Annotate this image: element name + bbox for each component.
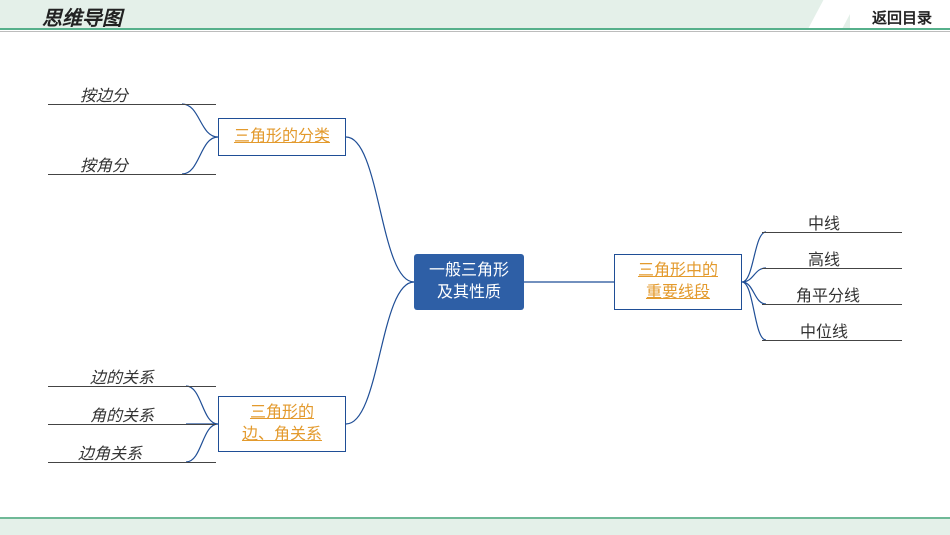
center-line2: 及其性质 [429, 282, 509, 304]
page-title: 思维导图 [42, 2, 122, 31]
leaf-by-edge: 按边分 [80, 82, 128, 106]
header-accent-line [0, 28, 950, 30]
leaf-underline [762, 340, 902, 341]
leaf-edge-angle-rel: 边角关系 [78, 440, 142, 464]
node-edge-angle-l2: 边、角关系 [242, 424, 322, 446]
center-node: 一般三角形 及其性质 [414, 254, 524, 310]
leaf-median: 中线 [808, 210, 840, 234]
node-edge-angle[interactable]: 三角形的 边、角关系 [218, 396, 346, 452]
center-line1: 一般三角形 [429, 260, 509, 282]
header-band [0, 0, 850, 28]
leaf-underline [48, 424, 216, 425]
node-segments[interactable]: 三角形中的 重要线段 [614, 254, 742, 310]
leaf-bisector: 角平分线 [796, 282, 860, 306]
header-bar: 思维导图 返回目录 [0, 0, 950, 34]
leaf-underline [762, 232, 902, 233]
leaf-angle-rel: 角的关系 [90, 402, 154, 426]
leaf-underline [762, 304, 902, 305]
node-classification-label: 三角形的分类 [234, 126, 330, 148]
leaf-underline [48, 462, 216, 463]
leaf-underline [48, 174, 216, 175]
node-classification[interactable]: 三角形的分类 [218, 118, 346, 156]
leaf-midsegment: 中位线 [800, 318, 848, 342]
header-sub-line [0, 31, 950, 32]
leaf-by-angle: 按角分 [80, 152, 128, 176]
leaf-altitude: 高线 [808, 246, 840, 270]
node-segments-l1: 三角形中的 [638, 260, 718, 282]
leaf-underline [762, 268, 902, 269]
leaf-underline [48, 104, 216, 105]
leaf-edge-rel: 边的关系 [90, 364, 154, 388]
mindmap-canvas: 一般三角形 及其性质 三角形的分类 按边分 按角分 三角形的 边、角关系 边的关… [0, 34, 950, 519]
leaf-underline [48, 386, 216, 387]
node-segments-l2: 重要线段 [638, 282, 718, 304]
return-link[interactable]: 返回目录 [872, 7, 932, 28]
node-edge-angle-l1: 三角形的 [242, 402, 322, 424]
footer-band [0, 519, 950, 535]
